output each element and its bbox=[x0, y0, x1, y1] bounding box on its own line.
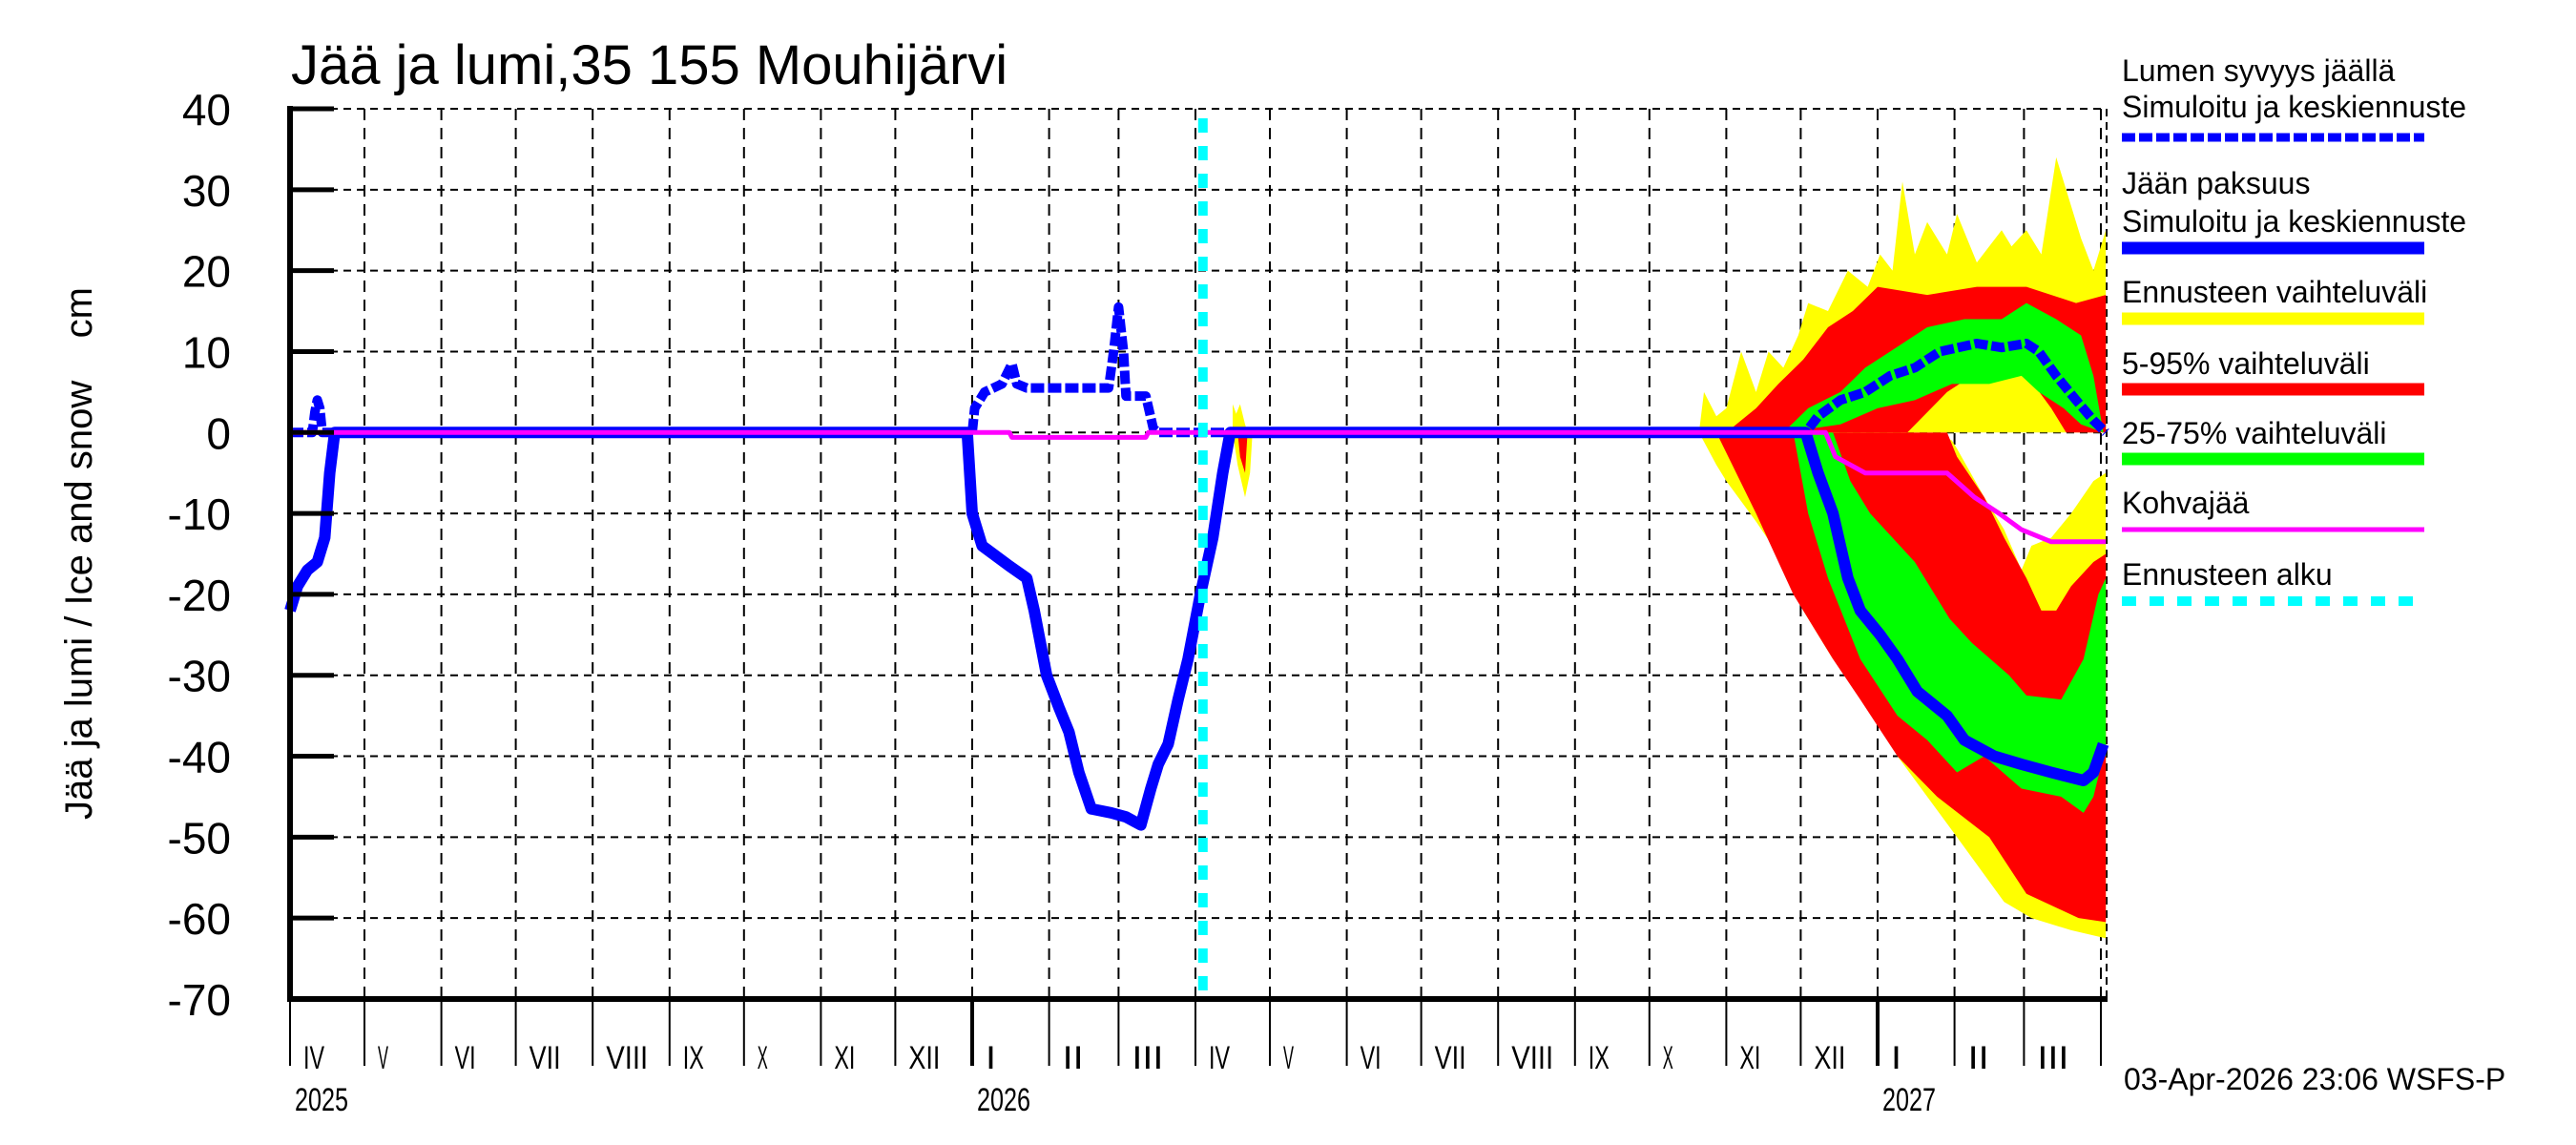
y-tick-label: -40 bbox=[168, 733, 231, 782]
month-label: III bbox=[2037, 1040, 2068, 1076]
y-tick-label: 20 bbox=[182, 247, 231, 297]
y-tick-label: 10 bbox=[182, 327, 231, 377]
month-label: V bbox=[378, 1040, 388, 1076]
y-axis-label: Jää ja lumi / Ice and snow cm bbox=[58, 287, 100, 820]
month-label: XI bbox=[834, 1040, 855, 1076]
month-label: IX bbox=[683, 1040, 704, 1076]
month-label: IV bbox=[1209, 1040, 1230, 1076]
month-label: VIII bbox=[606, 1040, 648, 1076]
year-label: 2026 bbox=[977, 1082, 1030, 1118]
month-label: XII bbox=[1814, 1040, 1845, 1076]
y-tick-label: 30 bbox=[182, 166, 231, 216]
month-label: VIII bbox=[1511, 1040, 1553, 1076]
legend-label: Lumen syvyys jäällä bbox=[2122, 53, 2396, 88]
forecast-bands bbox=[1233, 156, 2107, 939]
y-tick-label: -50 bbox=[168, 813, 231, 863]
month-label: III bbox=[1132, 1040, 1163, 1076]
ice-thickness-line bbox=[284, 427, 2109, 831]
axes bbox=[287, 106, 2108, 1002]
year-label: 2025 bbox=[295, 1082, 348, 1118]
timestamp: 03-Apr-2026 23:06 WSFS-P bbox=[2124, 1062, 2505, 1096]
month-label: II bbox=[1063, 1040, 1084, 1076]
month-label: X bbox=[758, 1040, 768, 1076]
y-tick-label: -30 bbox=[168, 652, 231, 701]
month-label: IX bbox=[1589, 1040, 1610, 1076]
month-label: IV bbox=[303, 1040, 324, 1076]
legend-item: 25-75% vaihteluväli bbox=[2122, 416, 2424, 466]
legend-item: Ennusteen alku bbox=[2122, 557, 2424, 606]
month-label: II bbox=[1968, 1040, 1989, 1076]
legend-label: 5-95% vaihteluväli bbox=[2122, 346, 2370, 381]
month-label: VII bbox=[530, 1040, 561, 1076]
month-label: VI bbox=[455, 1040, 476, 1076]
legend-label: 25-75% vaihteluväli bbox=[2122, 416, 2387, 450]
legend-label: Jään paksuus bbox=[2122, 166, 2310, 200]
month-label: VII bbox=[1435, 1040, 1466, 1076]
y-tick-label: -10 bbox=[168, 489, 231, 539]
y-tick-label: -60 bbox=[168, 894, 231, 944]
y-tick-label: 0 bbox=[206, 408, 231, 458]
legend-item: Jään paksuus Simuloitu ja keskiennuste bbox=[2122, 166, 2466, 255]
legend-sublabel: Simuloitu ja keskiennuste bbox=[2122, 204, 2466, 239]
y-axis-ticks: 40 30 20 10 0 -10 -20 -30 -40 -50 -60 -70 bbox=[168, 85, 334, 1025]
slush-ice-line bbox=[290, 429, 2107, 545]
x-axis-months: IV V VI VII VIII IX X XI XII I II III IV V VI VII VIII IX… bbox=[289, 999, 2102, 1118]
y-tick-label: -20 bbox=[168, 571, 231, 620]
legend-label: Ennusteen vaihteluväli bbox=[2122, 275, 2427, 309]
month-label: X bbox=[1663, 1040, 1673, 1076]
data-series bbox=[284, 302, 2109, 831]
legend-label: Ennusteen alku bbox=[2122, 557, 2333, 592]
legend-item: Kohvajää bbox=[2122, 486, 2424, 532]
year-label: 2027 bbox=[1882, 1082, 1936, 1118]
forecast-band bbox=[1793, 432, 2107, 813]
month-label: I bbox=[1891, 1040, 1901, 1076]
chart-title: Jää ja lumi,35 155 Mouhijärvi bbox=[291, 34, 1008, 96]
legend-label: Kohvajää bbox=[2122, 486, 2250, 520]
month-label: XI bbox=[1739, 1040, 1760, 1076]
forecast-band bbox=[1783, 302, 2104, 433]
y-tick-label: -70 bbox=[168, 975, 231, 1025]
legend-item: 5-95% vaihteluväli bbox=[2122, 346, 2424, 396]
y-tick-label: 40 bbox=[182, 85, 231, 135]
month-label: XII bbox=[908, 1040, 940, 1076]
month-label: VI bbox=[1361, 1040, 1381, 1076]
month-label: V bbox=[1283, 1040, 1294, 1076]
month-label: I bbox=[986, 1040, 996, 1076]
legend-item: Ennusteen vaihteluväli bbox=[2122, 275, 2427, 325]
legend-sublabel: Simuloitu ja keskiennuste bbox=[2122, 90, 2466, 124]
